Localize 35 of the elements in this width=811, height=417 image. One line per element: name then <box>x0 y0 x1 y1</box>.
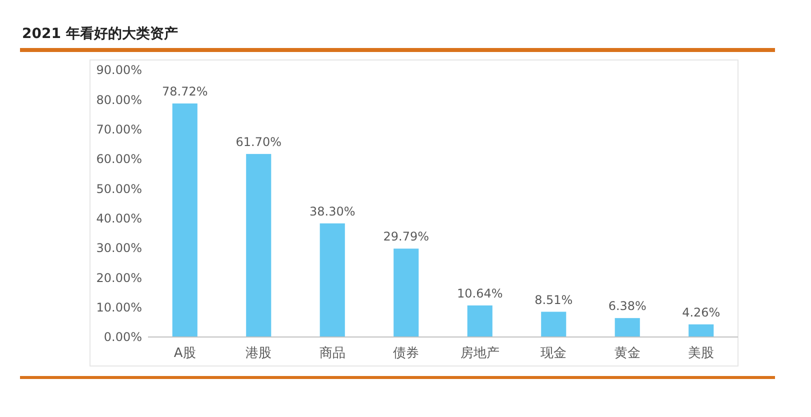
bar <box>614 318 640 337</box>
bar <box>688 324 714 337</box>
x-tick-label: A股 <box>174 346 196 361</box>
y-tick-label: 90.00% <box>96 63 142 78</box>
x-tick-label: 美股 <box>688 345 714 361</box>
y-tick-label: 50.00% <box>96 182 142 196</box>
bar <box>541 312 566 337</box>
bar <box>320 223 345 337</box>
x-tick-label: 现金 <box>540 346 567 361</box>
data-label: 61.70% <box>236 134 282 149</box>
x-tick-label: 港股 <box>246 346 272 361</box>
y-tick-label: 70.00% <box>96 122 142 137</box>
y-tick-label: 80.00% <box>96 92 142 107</box>
data-label: 4.26% <box>682 305 720 320</box>
bar <box>172 103 198 337</box>
data-label: 38.30% <box>309 204 356 218</box>
data-label: 29.79% <box>383 230 430 244</box>
bar <box>394 248 419 337</box>
y-tick-label: 60.00% <box>96 152 142 166</box>
data-label: 6.38% <box>608 299 646 314</box>
data-label: 8.51% <box>534 292 573 307</box>
y-tick-label: 40.00% <box>96 212 142 226</box>
bar <box>246 154 272 337</box>
y-tick-label: 0.00% <box>104 330 142 344</box>
chart-title: 2021 年看好的大类资产 <box>22 25 178 42</box>
x-tick-label: 商品 <box>319 346 346 361</box>
data-label: 10.64% <box>456 286 503 300</box>
x-tick-label: 债券 <box>393 346 420 361</box>
data-label: 78.72% <box>162 84 208 98</box>
x-tick-label: 房地产 <box>460 345 500 361</box>
x-tick-label: 黄金 <box>614 346 640 361</box>
y-tick-label: 10.00% <box>96 300 142 315</box>
y-tick-label: 20.00% <box>96 270 142 285</box>
y-tick-label: 30.00% <box>96 241 142 256</box>
bar <box>467 305 492 337</box>
